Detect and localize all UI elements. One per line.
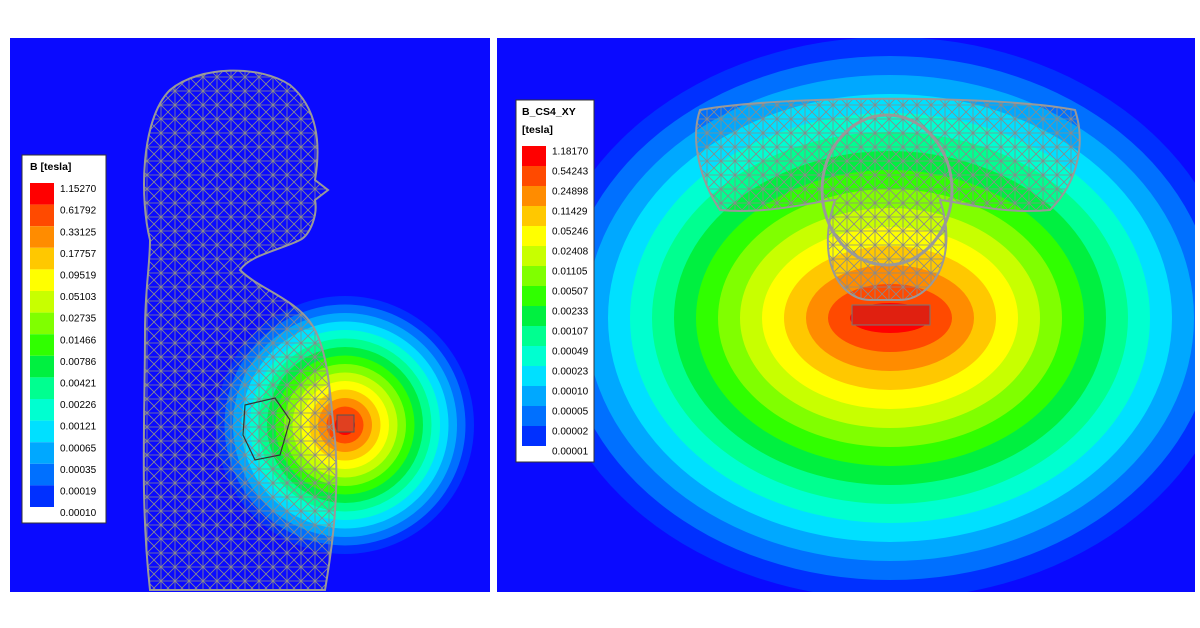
legend-label: 0.00002 [552,427,589,438]
swatch [30,442,54,464]
legend-label: 0.00010 [60,508,97,519]
swatch [30,399,54,421]
legend-label: 0.02735 [60,314,97,325]
swatch [30,183,54,205]
swatch [30,226,54,248]
body-wireframe [142,69,355,591]
legend-label: 0.00507 [552,287,589,298]
swatch [522,166,546,186]
legend-label: 0.00786 [60,357,97,368]
legend-label: 0.09519 [60,271,97,282]
legend-label: 0.00023 [552,367,589,378]
swatch [30,463,54,486]
legend-title: B [tesla] [30,161,71,173]
swatch [522,346,546,366]
legend-label: 1.18170 [552,147,589,158]
legend-label: 1.15270 [60,184,97,195]
legend-label: 0.17757 [60,249,97,260]
swatch [522,286,546,306]
legend-label: 0.05246 [552,227,589,238]
legend-label: 0.00010 [552,387,589,398]
legend-label: 0.00001 [552,447,589,458]
swatch [30,204,54,227]
swatch [522,306,546,326]
swatch [522,266,546,286]
legend-label: 0.24898 [552,187,589,198]
legend-label: 0.00121 [60,422,97,433]
legend-label: 0.33125 [60,227,97,238]
swatch [522,366,546,386]
swatch [522,206,546,226]
swatch [522,326,546,346]
legend-unit: [tesla] [522,124,553,136]
legend-label: 0.54243 [552,167,589,178]
legend-label: 0.00005 [552,407,589,418]
legend-label: 0.61792 [60,206,97,217]
swatch [30,269,54,291]
legend-label: 0.02408 [552,247,589,258]
swatch [30,377,54,399]
legend-label: 0.00035 [60,465,97,476]
legend-label: 0.01105 [552,267,588,278]
swatch [30,312,54,335]
legend-label: 0.00019 [60,487,97,498]
swatch [522,246,546,266]
swatch [30,485,54,507]
swatch [522,426,546,446]
swatch [522,146,546,166]
legend-label: 0.00049 [552,347,589,358]
left-legend: B [tesla] 1.15270 0.61792 0.33125 0.17757 0.… [21,154,107,524]
swatch [30,420,54,443]
right-legend: B_CS4_XY [tesla] 1.18170 0.54243 0.24898 0.… [515,99,595,463]
head-wireframe [695,97,1081,326]
legend-label: 0.00421 [60,379,97,390]
swatch [30,334,54,356]
legend-label: 0.11429 [552,207,588,218]
legend-label: 0.00226 [60,400,97,411]
legend-label: 0.01466 [60,335,97,346]
swatch [522,226,546,246]
legend-title: B_CS4_XY [522,106,576,118]
swatch [522,406,546,426]
swatch [30,291,54,313]
swatch [522,386,546,406]
legend-label: 0.00065 [60,443,97,454]
swatch [30,247,54,270]
legend-label: 0.00107 [552,327,589,338]
swatch [30,355,54,378]
swatch [522,186,546,206]
legend-label: 0.05103 [60,292,97,303]
legend-label: 0.00233 [552,307,589,318]
